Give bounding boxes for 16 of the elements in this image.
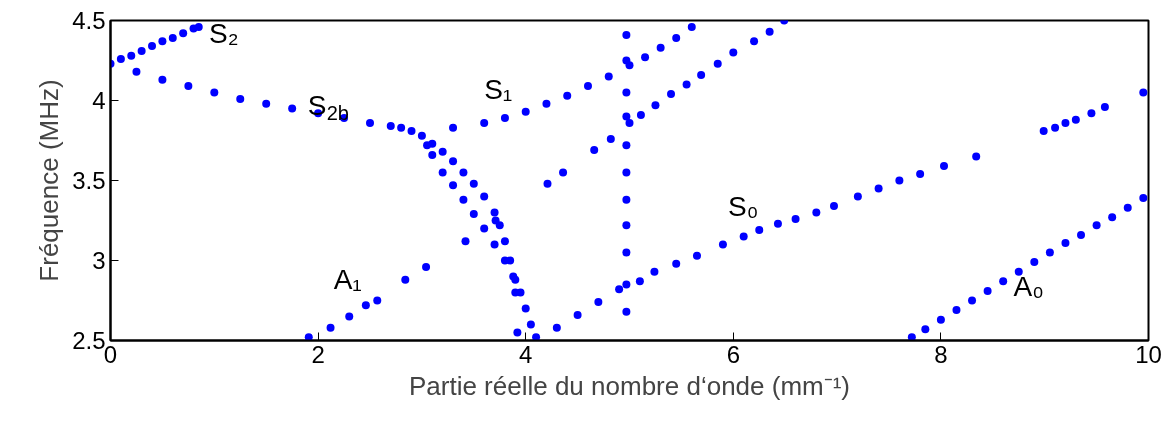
x-tick-label: 8 bbox=[934, 340, 948, 368]
y-tick-label: 3.5 bbox=[72, 167, 106, 194]
y-tick-label: 4.5 bbox=[72, 7, 106, 34]
annotation: S₂ bbox=[209, 17, 239, 49]
annotation: S₀ bbox=[728, 190, 759, 222]
x-tick-label: 2 bbox=[311, 340, 325, 368]
x-tick-label: 4 bbox=[519, 340, 533, 368]
y-tick-label: 4 bbox=[92, 87, 106, 114]
annotation: S₁ bbox=[484, 73, 513, 105]
annotation: A₀ bbox=[1013, 270, 1044, 302]
x-tick-label: 6 bbox=[726, 340, 740, 368]
x-axis-title: Partie réelle du nombre d‘onde (mm⁻¹) bbox=[408, 370, 851, 401]
y-tick-label: 3 bbox=[92, 247, 106, 274]
x-tick-label: 10 bbox=[1135, 340, 1162, 368]
annotation: A₁ bbox=[333, 264, 362, 296]
y-axis-title: Fréquence (MHz) bbox=[34, 79, 65, 282]
